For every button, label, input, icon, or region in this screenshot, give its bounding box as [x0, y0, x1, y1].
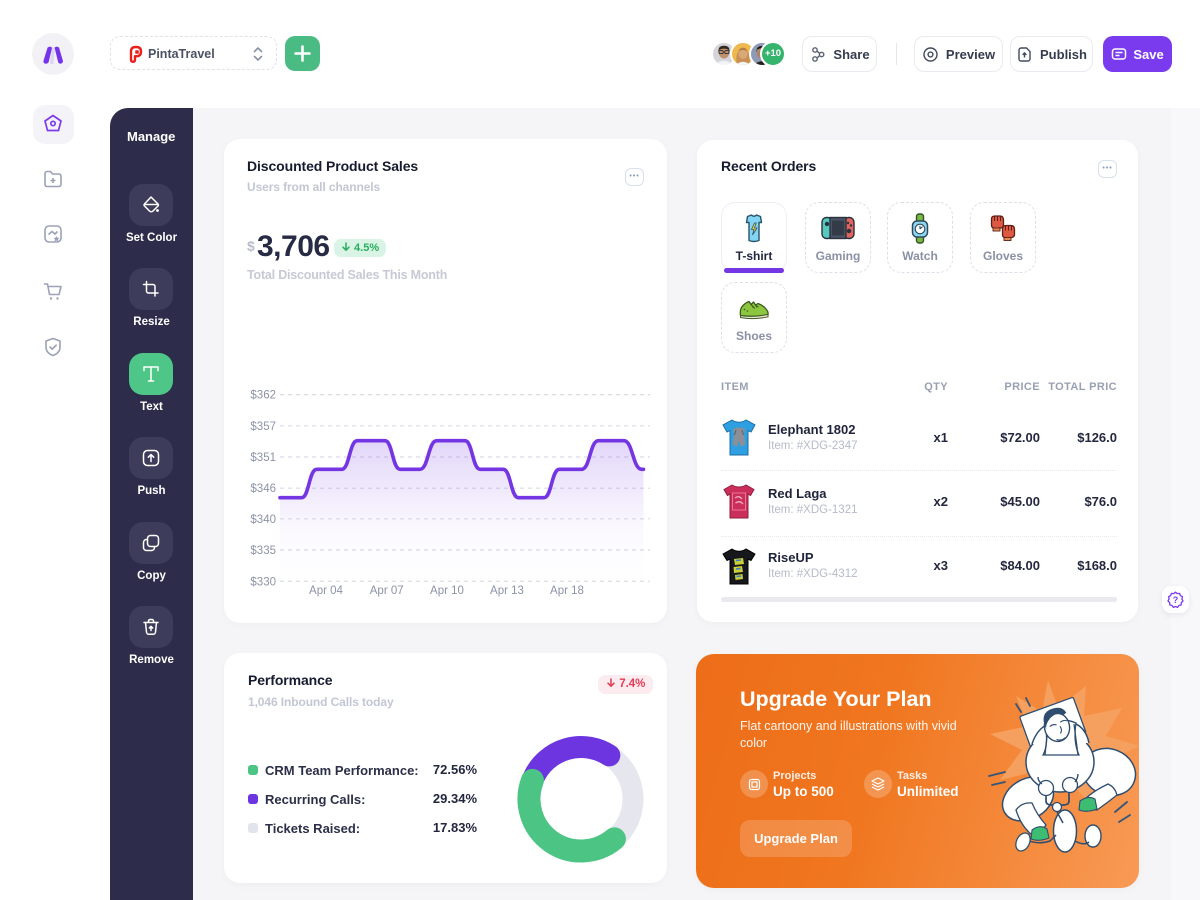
svg-text:$330: $330 [250, 576, 276, 588]
svg-text:Apr 07: Apr 07 [370, 585, 404, 597]
svg-text:Apr 18: Apr 18 [550, 585, 584, 597]
svg-text:$357: $357 [250, 421, 276, 433]
svg-text:Apr 10: Apr 10 [430, 585, 464, 597]
svg-text:?: ? [1173, 595, 1179, 605]
svg-text:$351: $351 [250, 452, 276, 464]
svg-text:Apr 13: Apr 13 [490, 585, 524, 597]
svg-text:$335: $335 [250, 545, 276, 557]
svg-text:$362: $362 [250, 390, 276, 402]
svg-text:Apr 04: Apr 04 [309, 585, 343, 597]
svg-text:$340: $340 [250, 514, 276, 526]
svg-text:$346: $346 [250, 483, 276, 495]
